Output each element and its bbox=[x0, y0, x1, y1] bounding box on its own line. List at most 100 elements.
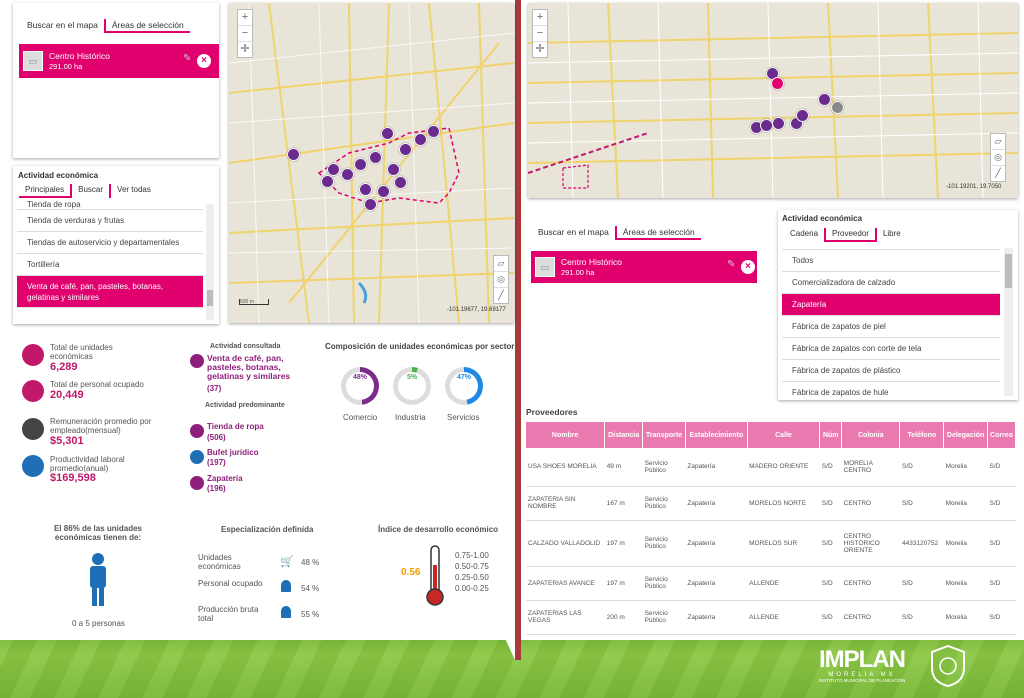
map-marker[interactable] bbox=[760, 119, 773, 132]
map-marker[interactable] bbox=[796, 109, 809, 122]
column-header[interactable]: Teléfono bbox=[899, 422, 945, 448]
map-coordinates: -101.19677, 19.69177 bbox=[447, 307, 506, 313]
edit-icon[interactable]: ✎ bbox=[727, 259, 736, 270]
column-header[interactable]: Calle bbox=[747, 422, 821, 448]
polygon-tool-icon[interactable]: ▱ bbox=[991, 134, 1005, 150]
thermometer-icon bbox=[426, 545, 444, 606]
draw-controls[interactable]: ▱ ◎ ╱ bbox=[493, 255, 509, 304]
list-item[interactable]: Venta de café, pan, pasteles, botanas, g… bbox=[17, 276, 203, 308]
list-item[interactable]: Tiendas de autoservicio y departamentale… bbox=[17, 232, 203, 254]
column-header[interactable]: Nombre bbox=[526, 422, 606, 448]
map-marker[interactable] bbox=[831, 101, 844, 114]
list-item[interactable]: Fábrica de zapatos con corte de tela bbox=[782, 338, 1000, 360]
map-marker[interactable] bbox=[771, 77, 784, 90]
scrollbar[interactable] bbox=[206, 204, 214, 320]
tab-search-map[interactable]: Buscar en el mapa bbox=[538, 227, 609, 237]
column-header[interactable]: Transporte bbox=[642, 422, 686, 448]
table-cell: Zapatería bbox=[685, 520, 748, 567]
tab-libre[interactable]: Libre bbox=[874, 228, 907, 242]
map-marker[interactable] bbox=[394, 176, 407, 189]
tab-selection-areas[interactable]: Áreas de selección bbox=[103, 19, 190, 33]
zoom-controls[interactable]: + − ✛ bbox=[237, 9, 253, 58]
map-marker[interactable] bbox=[364, 198, 377, 211]
selection-item[interactable]: ▭ Centro Histórico 291.00 ha ✎ × bbox=[19, 44, 219, 78]
table-cell: 167 m bbox=[604, 486, 643, 521]
left-map[interactable]: + − ✛ ▱ ◎ ╱ 500 m -101.19677, 19.69177 bbox=[229, 3, 514, 323]
table-row[interactable]: ZAPATERIAS AVANCE 197 m Servicio Público Za… bbox=[526, 566, 1016, 601]
column-header[interactable]: Delegación bbox=[943, 422, 989, 448]
development-value: 0.56 bbox=[401, 567, 421, 578]
close-icon[interactable]: × bbox=[741, 260, 755, 274]
list-item[interactable]: Tienda de verduras y frutas bbox=[17, 210, 203, 232]
line-tool-icon[interactable]: ╱ bbox=[995, 168, 1001, 178]
zoom-out-icon[interactable]: − bbox=[238, 26, 252, 42]
table-cell: CENTRO bbox=[841, 486, 900, 521]
map-marker[interactable] bbox=[377, 185, 390, 198]
selection-area: 291.00 ha bbox=[561, 268, 595, 277]
close-icon[interactable]: × bbox=[197, 54, 211, 68]
table-cell: 197 m bbox=[604, 566, 643, 601]
target-icon[interactable]: ◎ bbox=[494, 272, 508, 288]
spec-label: Producción bruta total bbox=[198, 605, 259, 623]
line-tool-icon[interactable]: ╱ bbox=[498, 290, 504, 300]
implan-sub: MORELIA MX bbox=[828, 672, 896, 678]
zoom-in-icon[interactable]: + bbox=[533, 10, 547, 26]
table-row[interactable]: CALZADO VALLADOLID 197 m Servicio Público Z… bbox=[526, 520, 1016, 567]
zoom-controls[interactable]: + − ✛ bbox=[532, 9, 548, 58]
map-marker[interactable] bbox=[359, 183, 372, 196]
map-streets bbox=[528, 3, 1018, 198]
list-item[interactable]: Fábrica de zapatos de piel bbox=[782, 316, 1000, 338]
zoom-out-icon[interactable]: − bbox=[533, 26, 547, 42]
table-row[interactable]: USA SHOES MORELIA 49 m Servicio Público Zap… bbox=[526, 448, 1016, 487]
map-marker[interactable] bbox=[341, 168, 354, 181]
selection-name: Centro Histórico bbox=[49, 51, 110, 61]
column-header[interactable]: Núm bbox=[819, 422, 843, 448]
map-marker[interactable] bbox=[387, 163, 400, 176]
column-header[interactable]: Establecimiento bbox=[685, 422, 748, 448]
map-marker[interactable] bbox=[414, 133, 427, 146]
tab-selection-areas[interactable]: Áreas de selección bbox=[614, 226, 701, 240]
map-marker[interactable] bbox=[772, 117, 785, 130]
map-marker[interactable] bbox=[818, 93, 831, 106]
map-marker[interactable] bbox=[381, 127, 394, 140]
map-marker[interactable] bbox=[321, 175, 334, 188]
tab-proveedor[interactable]: Proveedor bbox=[824, 228, 875, 242]
list-item[interactable]: Fábrica de zapatos de hule bbox=[782, 382, 1000, 397]
draw-controls[interactable]: ▱ ◎ ╱ bbox=[990, 133, 1006, 182]
map-marker[interactable] bbox=[369, 151, 382, 164]
list-item[interactable]: Tienda de ropa bbox=[17, 200, 203, 210]
tab-cadena[interactable]: Cadena bbox=[790, 229, 819, 238]
polygon-tool-icon[interactable]: ▱ bbox=[494, 256, 508, 272]
map-marker[interactable] bbox=[287, 148, 300, 161]
map-marker[interactable] bbox=[354, 158, 367, 171]
map-marker[interactable] bbox=[399, 143, 412, 156]
list-item[interactable]: Zapatería bbox=[782, 294, 1000, 316]
map-marker[interactable] bbox=[427, 125, 440, 138]
table-row[interactable]: ZAPATERIA SIN NOMBRE 167 m Servicio Públic… bbox=[526, 486, 1016, 521]
list-item[interactable]: Todos bbox=[782, 250, 1000, 272]
zoom-in-icon[interactable]: + bbox=[238, 10, 252, 26]
list-item[interactable]: Fábrica de zapatos de plástico bbox=[782, 360, 1000, 382]
fullscreen-icon[interactable]: ✛ bbox=[535, 43, 545, 55]
tab-principales[interactable]: Principales bbox=[19, 184, 71, 198]
tab-buscar[interactable]: Buscar bbox=[70, 184, 109, 198]
tab-search-map[interactable]: Buscar en el mapa bbox=[27, 20, 98, 30]
column-header[interactable]: Correo bbox=[987, 422, 1016, 448]
table-cell: S/D bbox=[819, 566, 842, 601]
selection-item[interactable]: ▭ Centro Histórico 291.00 ha ✎ × bbox=[531, 251, 757, 283]
fullscreen-icon[interactable]: ✛ bbox=[240, 43, 250, 55]
list-item[interactable]: Comercializadora de calzado bbox=[782, 272, 1000, 294]
tab-ver-todas[interactable]: Ver todas bbox=[109, 184, 157, 198]
table-row[interactable]: ZAPATERIAS LAS VEGAS 200 m Servicio Públic… bbox=[526, 600, 1016, 635]
map-marker[interactable] bbox=[327, 163, 340, 176]
table-cell: ALLENDE bbox=[747, 600, 820, 635]
stat-value: $5,301 bbox=[50, 435, 84, 447]
target-icon[interactable]: ◎ bbox=[991, 150, 1005, 166]
sector-pct: 48% bbox=[352, 374, 367, 381]
right-map[interactable]: + − ✛ ▱ ◎ ╱ -101.19201, 19.7050 bbox=[528, 3, 1018, 198]
edit-icon[interactable]: ✎ bbox=[183, 53, 192, 64]
column-header[interactable]: Colonia bbox=[841, 422, 901, 448]
column-header[interactable]: Distancia bbox=[604, 422, 644, 448]
scrollbar[interactable] bbox=[1004, 248, 1013, 396]
list-item[interactable]: Tortillería bbox=[17, 254, 203, 276]
